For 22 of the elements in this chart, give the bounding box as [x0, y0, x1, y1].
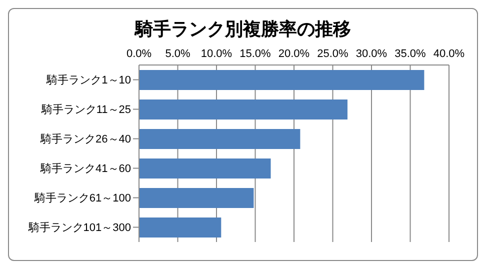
x-tick-label: 10.0%: [200, 48, 232, 60]
y-tick-label: 騎手ランク26～40: [40, 132, 131, 146]
y-tick-label: 騎手ランク1～10: [46, 74, 131, 87]
y-tick-label: 騎手ランク61～100: [33, 192, 131, 205]
chart-title: 騎手ランク別複勝率の推移: [133, 18, 352, 41]
bar: [139, 158, 271, 178]
bar: [139, 129, 300, 149]
y-tick-label: 騎手ランク11～25: [40, 103, 131, 116]
x-tick-label: 0.0%: [126, 48, 152, 60]
x-tick-label: 30.0%: [356, 48, 388, 60]
bar: [139, 218, 222, 238]
y-tick-label: 騎手ランク41～60: [40, 162, 131, 176]
bar: [139, 70, 424, 90]
y-tick-label: 騎手ランク101～300: [27, 221, 131, 234]
bar: [139, 188, 254, 208]
x-tick-label: 40.0%: [433, 48, 465, 60]
bar: [139, 100, 348, 120]
x-tick-label: 35.0%: [394, 48, 426, 60]
x-tick-label: 5.0%: [165, 48, 190, 60]
x-tick-label: 25.0%: [317, 48, 349, 60]
x-tick-label: 15.0%: [240, 48, 272, 60]
x-tick-label: 20.0%: [278, 48, 310, 60]
